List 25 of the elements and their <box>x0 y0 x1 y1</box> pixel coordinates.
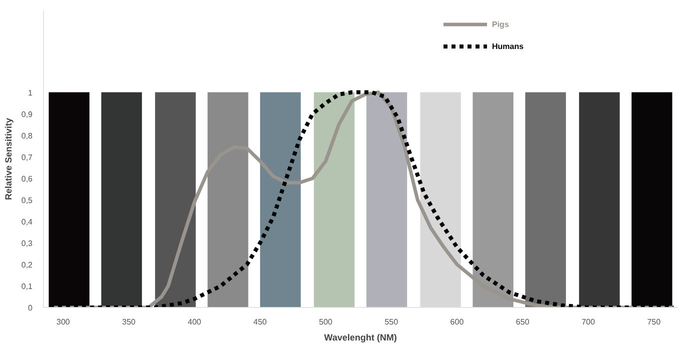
x-tick-label: 450 <box>253 318 268 326</box>
text: Pigs <box>492 20 510 28</box>
x-tick-label: 700 <box>582 318 596 326</box>
x-axis-title: Wavelenght (NM) <box>324 332 397 342</box>
text: Humans <box>492 42 524 50</box>
x-tick-label: 750 <box>647 318 662 326</box>
x-tick-label: 600 <box>450 318 464 326</box>
y-tick-label: 0,6 <box>21 174 34 184</box>
y-tick-label: 0,9 <box>21 110 34 119</box>
y-tick-label: 0 <box>28 304 34 312</box>
x-tick-label: 550 <box>384 318 399 326</box>
y-tick-label: 1 <box>28 88 34 98</box>
x-tick-label: 400 <box>188 318 202 326</box>
y-tick-label: 0,5 <box>21 196 34 205</box>
y-axis-title: Relative Sensitivity <box>3 118 14 200</box>
y-tick-label: 0,2 <box>21 260 34 270</box>
y-tick-label: 0,8 <box>21 131 34 140</box>
y-tick-label: 0,3 <box>21 238 34 248</box>
y-tick-label: 0,7 <box>21 152 34 162</box>
x-tick-label: 300 <box>56 318 70 326</box>
x-tick-label: 350 <box>122 318 136 326</box>
y-tick-label: 0,4 <box>21 217 34 226</box>
x-tick-label: 650 <box>516 318 530 326</box>
x-tick-label: 500 <box>319 318 333 326</box>
y-tick-label: 0,1 <box>21 282 34 291</box>
